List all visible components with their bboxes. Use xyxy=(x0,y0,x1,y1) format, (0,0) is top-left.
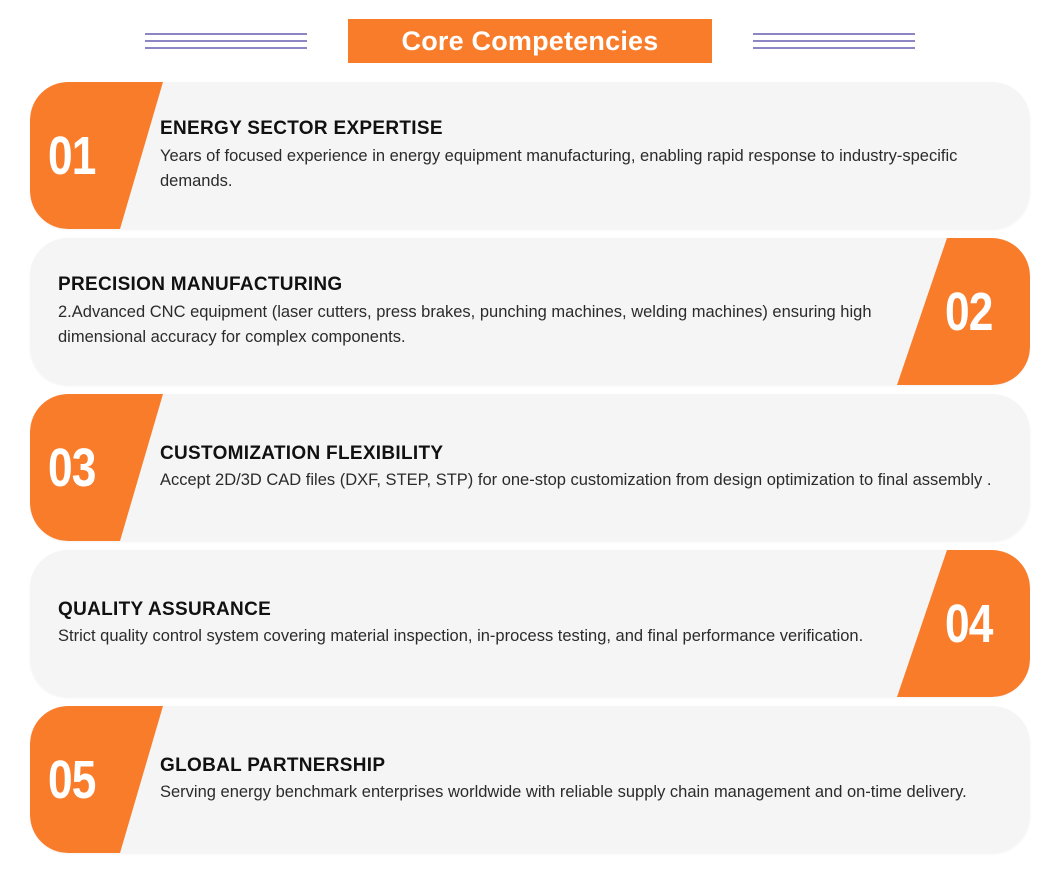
card-heading: PRECISION MANUFACTURING xyxy=(58,274,343,296)
card-text-block: CUSTOMIZATION FLEXIBILITY Accept 2D/3D C… xyxy=(160,394,1002,541)
card-body: Accept 2D/3D CAD files (DXF, STEP, STP) … xyxy=(160,471,992,490)
card-text-block: GLOBAL PARTNERSHIP Serving energy benchm… xyxy=(160,706,1002,853)
decorative-line xyxy=(145,40,307,42)
card-body: 2.Advanced CNC equipment (laser cutters,… xyxy=(58,302,872,346)
card-text-block: QUALITY ASSURANCE Strict quality control… xyxy=(58,550,880,697)
decorative-line xyxy=(145,47,307,49)
card-number: 03 xyxy=(48,437,96,498)
decorative-line xyxy=(753,47,915,49)
page-title: Core Competencies xyxy=(401,25,659,56)
card-heading: QUALITY ASSURANCE xyxy=(58,598,272,620)
decorative-line xyxy=(145,33,307,35)
decorative-lines-left xyxy=(145,33,307,49)
page-header: Core Competencies xyxy=(0,0,1060,82)
card-number-badge: 01 xyxy=(30,82,163,229)
card-heading: ENERGY SECTOR EXPERTISE xyxy=(160,118,443,140)
card-heading: GLOBAL PARTNERSHIP xyxy=(160,754,386,776)
card-number: 01 xyxy=(48,125,96,186)
card-number-badge: 02 xyxy=(897,238,1030,385)
title-banner: Core Competencies xyxy=(348,19,712,63)
card-number: 04 xyxy=(945,593,993,654)
decorative-lines-right xyxy=(753,33,915,49)
card-number: 05 xyxy=(48,749,96,810)
competency-card: 04 QUALITY ASSURANCE Strict quality cont… xyxy=(30,550,1030,697)
card-number-badge: 05 xyxy=(30,706,163,853)
card-number-badge: 03 xyxy=(30,394,163,541)
competency-card: 05 GLOBAL PARTNERSHIP Serving energy ben… xyxy=(30,706,1030,853)
card-number: 02 xyxy=(945,281,993,342)
decorative-line xyxy=(753,33,915,35)
card-body: Strict quality control system covering m… xyxy=(58,627,864,646)
decorative-line xyxy=(753,40,915,42)
card-body: Serving energy benchmark enterprises wor… xyxy=(160,783,967,802)
card-number-badge: 04 xyxy=(897,550,1030,697)
competency-card-list: 01 ENERGY SECTOR EXPERTISE Years of focu… xyxy=(0,82,1060,853)
competency-card: 01 ENERGY SECTOR EXPERTISE Years of focu… xyxy=(30,82,1030,229)
card-text-block: PRECISION MANUFACTURING 2.Advanced CNC e… xyxy=(58,238,880,385)
competency-card: 03 CUSTOMIZATION FLEXIBILITY Accept 2D/3… xyxy=(30,394,1030,541)
card-heading: CUSTOMIZATION FLEXIBILITY xyxy=(160,442,444,464)
card-body: Years of focused experience in energy eq… xyxy=(160,146,958,190)
competency-card: 02 PRECISION MANUFACTURING 2.Advanced CN… xyxy=(30,238,1030,385)
card-text-block: ENERGY SECTOR EXPERTISE Years of focused… xyxy=(160,82,1002,229)
